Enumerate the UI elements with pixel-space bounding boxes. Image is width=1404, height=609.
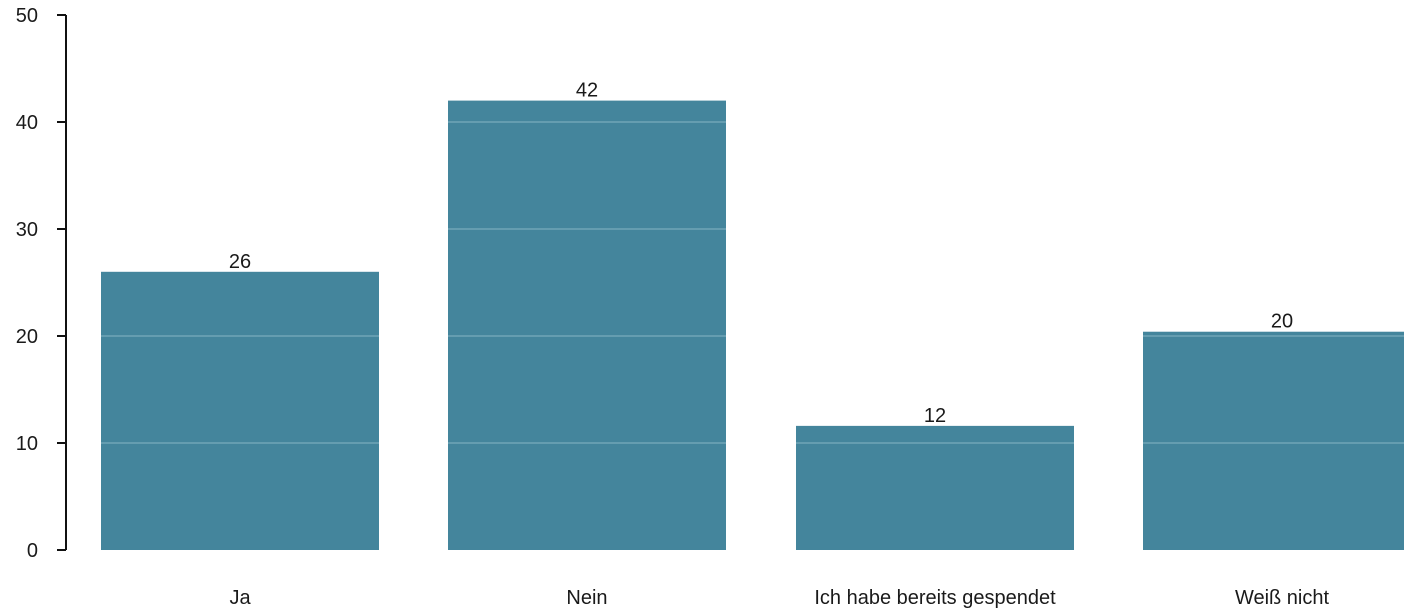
y-tick-label: 50	[16, 5, 38, 27]
bar	[448, 100, 726, 550]
y-tick-label: 0	[27, 540, 38, 562]
bar	[101, 271, 379, 550]
gridlines-group	[101, 121, 1404, 444]
x-category-label: Ja	[229, 587, 251, 609]
y-axis: 0 10 20 30 40 50	[16, 5, 67, 562]
bar	[796, 425, 1074, 550]
x-category-label: Nein	[566, 587, 607, 609]
y-tick-label: 10	[16, 433, 38, 455]
bars-group	[101, 100, 1404, 550]
bar	[1143, 331, 1404, 550]
labels-group: 26 Ja 42 Nein 12 Ich habe bereits gespendet 20…	[229, 80, 1330, 609]
data-label: 42	[576, 80, 598, 102]
y-tick-label: 20	[16, 326, 38, 348]
data-label: 20	[1271, 311, 1293, 333]
data-label: 26	[229, 251, 251, 273]
data-label: 12	[924, 405, 946, 427]
y-tick-label: 30	[16, 219, 38, 241]
x-category-label: Ich habe bereits gespendet	[814, 587, 1056, 609]
y-tick-label: 40	[16, 112, 38, 134]
x-category-label: Weiß nicht	[1235, 587, 1330, 609]
